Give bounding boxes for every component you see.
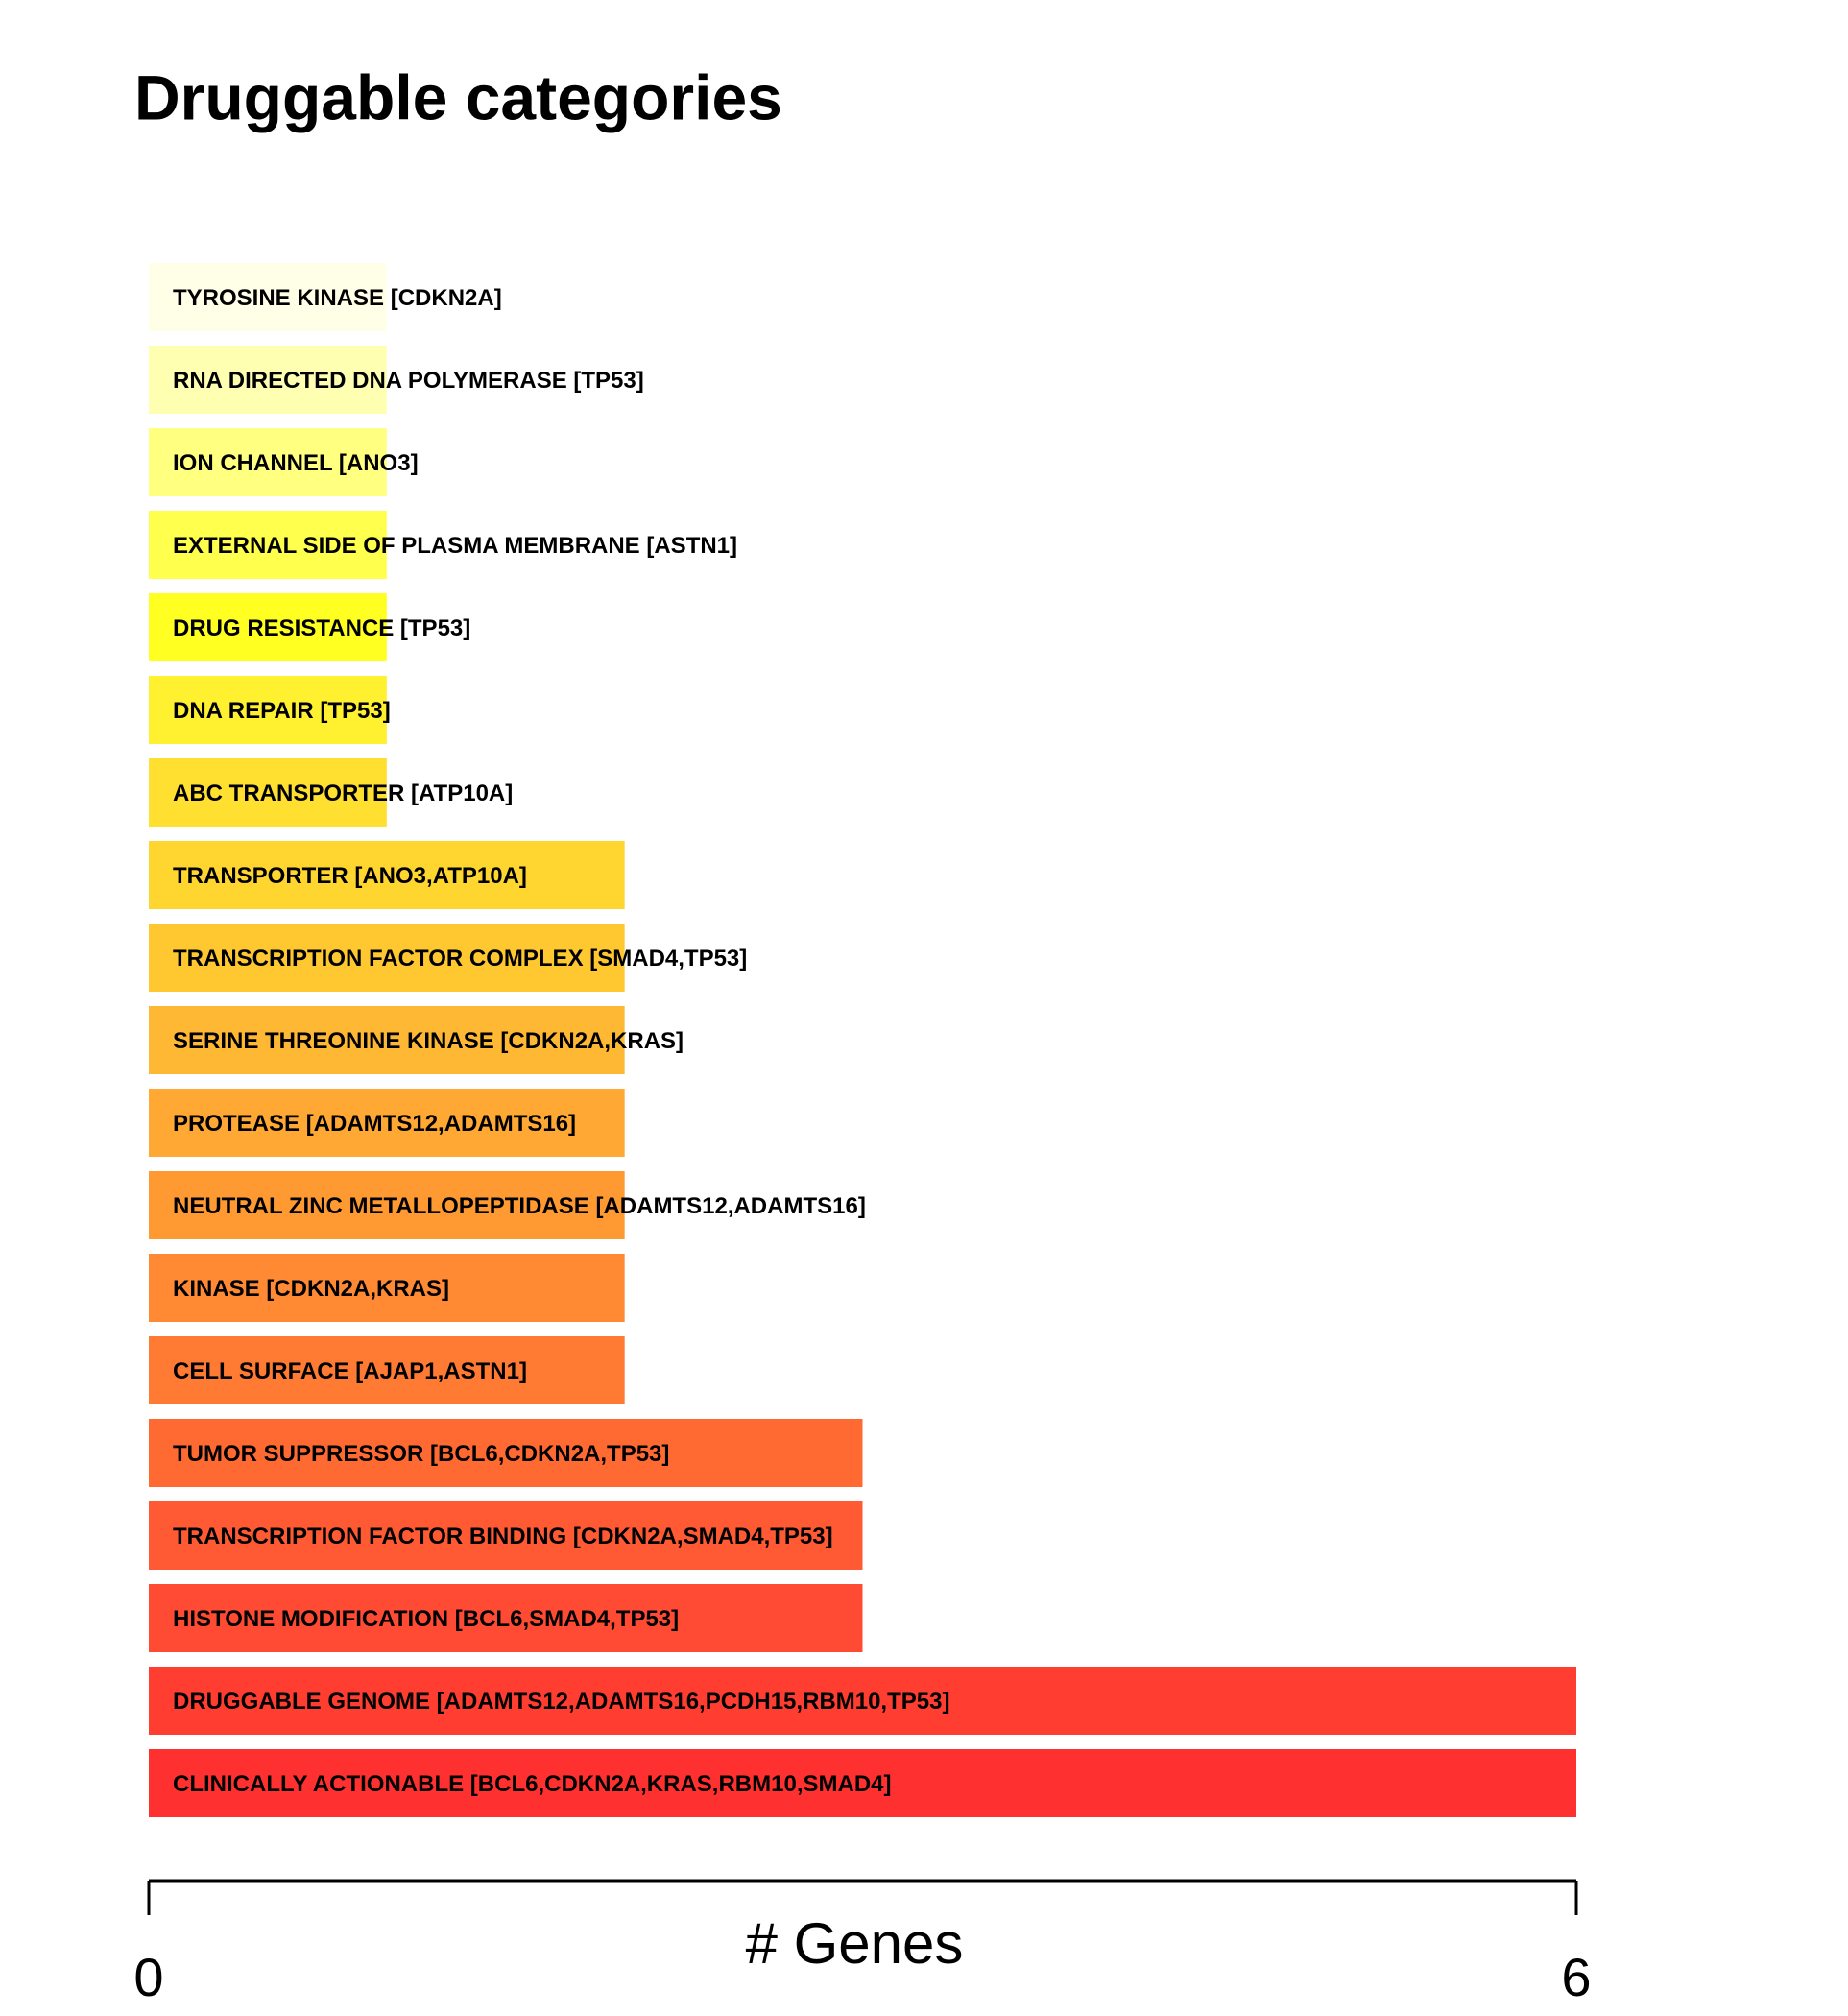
bar — [149, 263, 387, 331]
bar — [149, 1254, 625, 1322]
bar-label: DRUG RESISTANCE [TP53] — [173, 615, 470, 641]
bar — [149, 1584, 863, 1652]
bar-label: ABC TRANSPORTER [ATP10A] — [173, 780, 513, 806]
bar — [149, 841, 625, 909]
chart-title: Druggable categories — [134, 61, 782, 132]
x-tick-label: 6 — [1561, 1947, 1591, 2007]
bar-label: TRANSCRIPTION FACTOR COMPLEX [SMAD4,TP53… — [173, 946, 747, 972]
bar-label: CELL SURFACE [AJAP1,ASTN1] — [173, 1358, 527, 1384]
bar — [149, 1171, 625, 1239]
bar — [149, 758, 387, 827]
bar-label: DNA REPAIR [TP53] — [173, 698, 391, 724]
bar-label: DRUGGABLE GENOME [ADAMTS12,ADAMTS16,PCDH… — [173, 1689, 949, 1715]
bar — [149, 1089, 625, 1157]
bar-label: HISTONE MODIFICATION [BCL6,SMAD4,TP53] — [173, 1606, 679, 1632]
bar-label: TUMOR SUPPRESSOR [BCL6,CDKN2A,TP53] — [173, 1441, 669, 1467]
bar-label: PROTEASE [ADAMTS12,ADAMTS16] — [173, 1111, 576, 1137]
bar — [149, 346, 387, 414]
bar-label: EXTERNAL SIDE OF PLASMA MEMBRANE [ASTN1] — [173, 533, 737, 559]
bar — [149, 1749, 1576, 1817]
bar-label: ION CHANNEL [ANO3] — [173, 450, 419, 476]
bar — [149, 676, 387, 744]
bar-label: TRANSCRIPTION FACTOR BINDING [CDKN2A,SMA… — [173, 1524, 833, 1549]
bar-label: CLINICALLY ACTIONABLE [BCL6,CDKN2A,KRAS,… — [173, 1771, 892, 1797]
bar — [149, 511, 387, 579]
x-axis-label: # Genes — [746, 1911, 964, 1976]
bar — [149, 924, 625, 992]
bar — [149, 1006, 625, 1074]
x-tick-label: 0 — [133, 1947, 163, 2007]
bar — [149, 428, 387, 496]
bar-label: SERINE THREONINE KINASE [CDKN2A,KRAS] — [173, 1028, 684, 1054]
bar-label: RNA DIRECTED DNA POLYMERASE [TP53] — [173, 368, 644, 394]
bar-label: TYROSINE KINASE [CDKN2A] — [173, 285, 502, 311]
bar — [149, 593, 387, 661]
bar-label: KINASE [CDKN2A,KRAS] — [173, 1276, 449, 1302]
bar — [149, 1336, 625, 1404]
bar-label: TRANSPORTER [ANO3,ATP10A] — [173, 863, 527, 889]
bar — [149, 1419, 863, 1487]
bar — [149, 1667, 1576, 1735]
bar-label: NEUTRAL ZINC METALLOPEPTIDASE [ADAMTS12,… — [173, 1193, 866, 1219]
bar — [149, 1501, 863, 1570]
